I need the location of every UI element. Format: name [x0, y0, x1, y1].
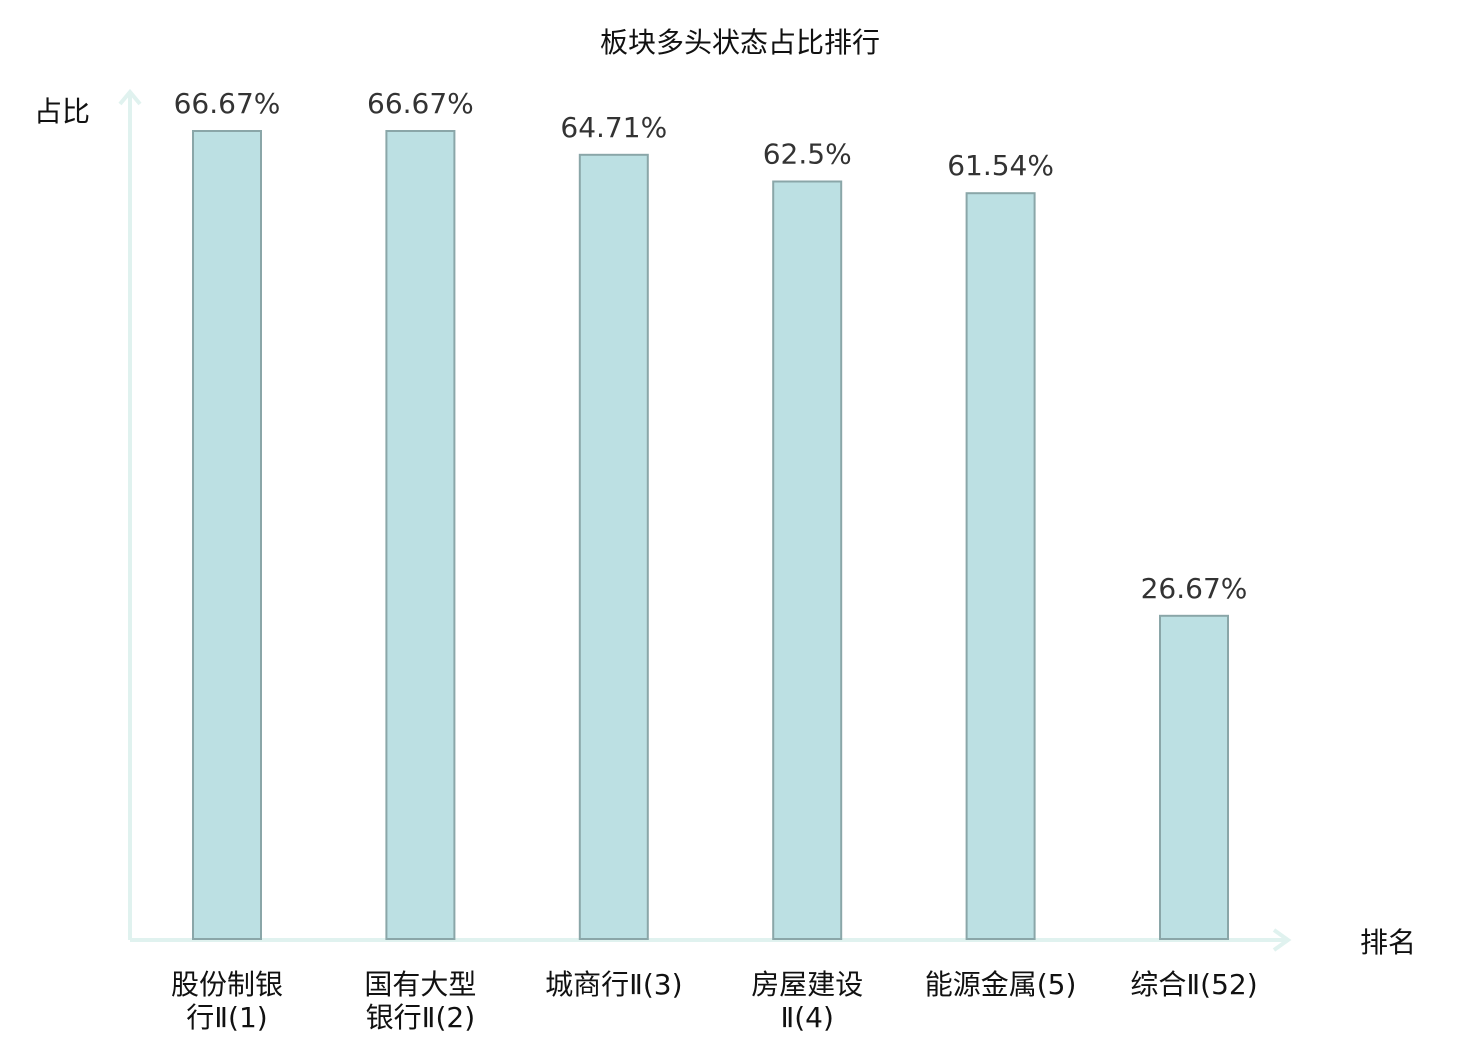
category-label-line: Ⅱ(4) [780, 1001, 833, 1034]
value-label-3: 64.71% [560, 111, 667, 144]
category-label-3: 城商行Ⅱ(3) [545, 968, 682, 1001]
y-axis-arrow-icon [118, 88, 142, 106]
category-label-line: 银行Ⅱ(2) [366, 1001, 475, 1034]
category-label-4: 房屋建设 Ⅱ(4) [751, 968, 863, 1034]
category-labels-group: 股份制银行Ⅱ(1) 国有大型银行Ⅱ(2) 城商行Ⅱ(3) 房屋建设 Ⅱ(4) 能源金属(5… [171, 968, 1258, 1034]
bar-1 [192, 130, 262, 940]
category-label-1: 股份制银行Ⅱ(1) [171, 968, 283, 1034]
bar-2 [385, 130, 456, 940]
category-label-5: 能源金属(5) [925, 968, 1077, 1001]
bars-group [192, 130, 1229, 941]
bar-5 [965, 192, 1036, 940]
category-label-line: 综合Ⅱ(52) [1130, 968, 1257, 1001]
x-axis-label: 排名 [1360, 926, 1416, 959]
value-label-5: 61.54% [947, 149, 1054, 182]
category-label-line: 能源金属(5) [925, 968, 1077, 1001]
value-label-1: 66.67% [174, 87, 281, 120]
value-label-6: 26.67% [1141, 572, 1248, 605]
bar-3 [578, 153, 649, 941]
category-label-line: 行Ⅱ(1) [186, 1001, 267, 1034]
y-axis-label: 占比 [34, 95, 90, 128]
value-label-4: 62.5% [763, 138, 852, 171]
category-label-line: 国有大型 [364, 968, 476, 1001]
chart-title: 板块多头状态占比排行 [600, 26, 880, 59]
value-labels-group: 66.67% 66.67% 64.71% 62.5% 61.54% 26.67% [174, 87, 1248, 605]
value-label-2: 66.67% [367, 87, 474, 120]
bar-4 [772, 180, 843, 940]
category-label-2: 国有大型银行Ⅱ(2) [364, 968, 476, 1034]
bar-6 [1159, 614, 1229, 940]
x-axis-arrow-icon [1272, 928, 1292, 952]
category-label-line: 股份制银 [171, 968, 283, 1001]
category-label-6: 综合Ⅱ(52) [1130, 968, 1257, 1001]
category-label-line: 房屋建设 [751, 968, 863, 1001]
axes [118, 88, 1292, 952]
category-label-line: 城商行Ⅱ(3) [545, 968, 682, 1001]
